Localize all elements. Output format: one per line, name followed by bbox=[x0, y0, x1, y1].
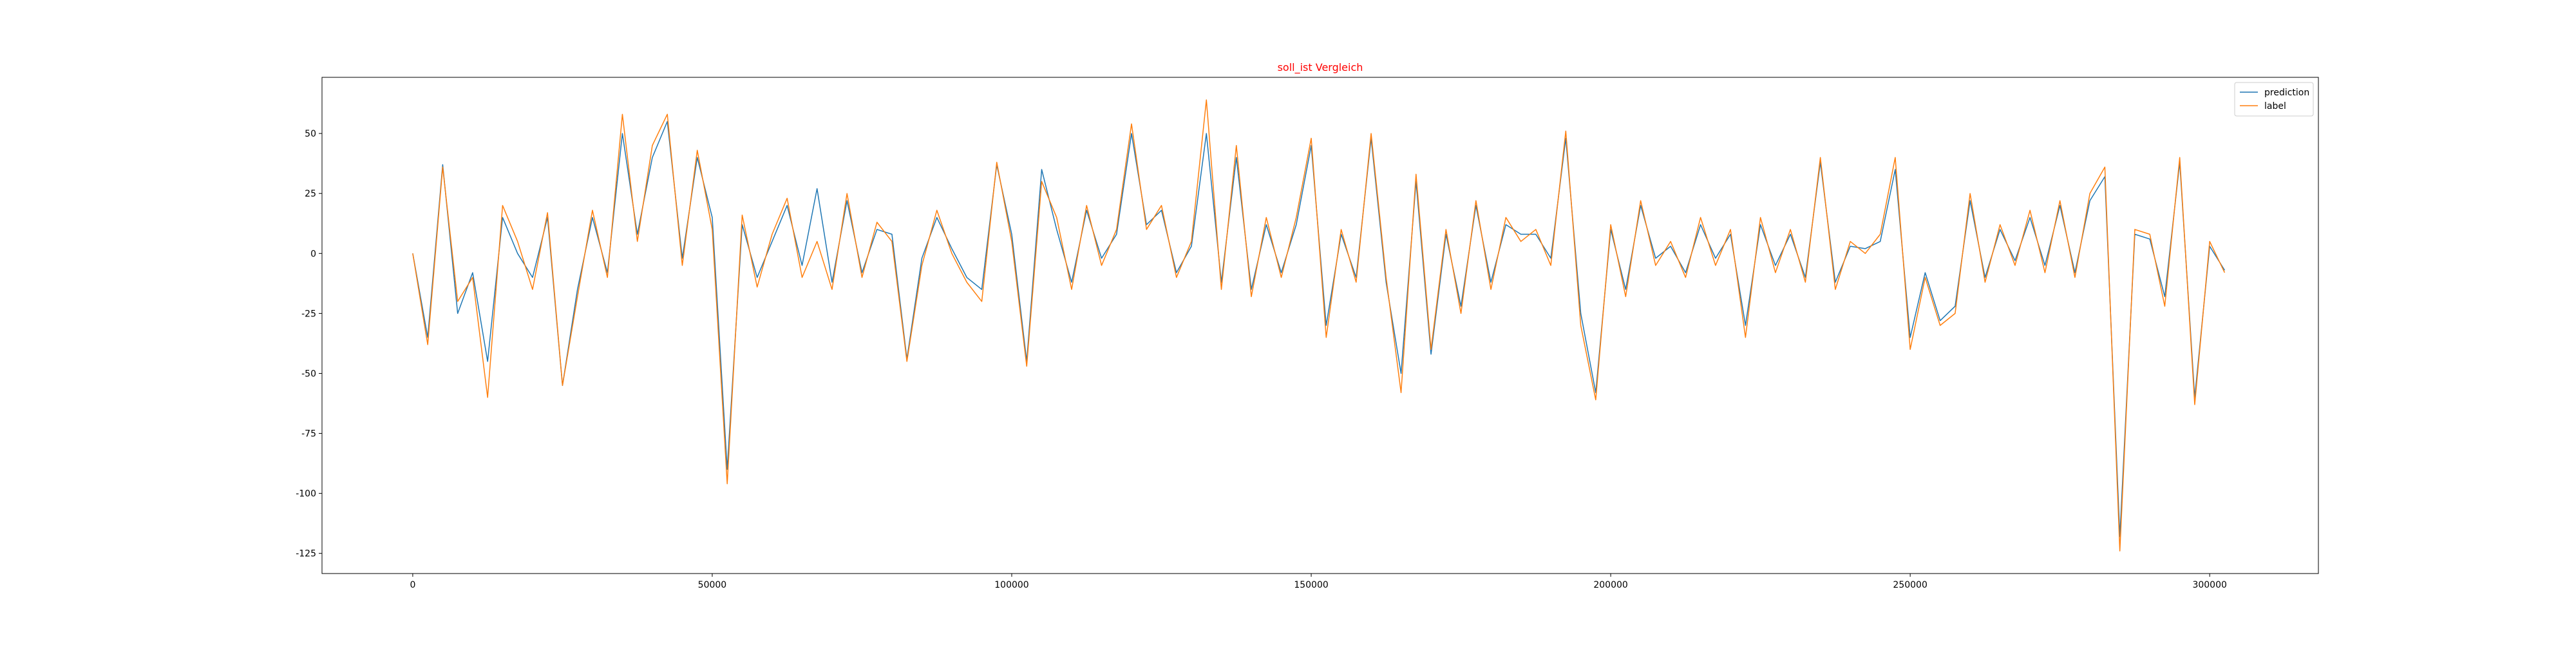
legend-box bbox=[2234, 82, 2314, 117]
x-tick-label: 300000 bbox=[2192, 580, 2226, 590]
y-tick-label: 25 bbox=[305, 189, 316, 199]
x-tick-label: 0 bbox=[410, 580, 415, 590]
y-tick-label: -100 bbox=[296, 489, 316, 499]
plot-frame bbox=[321, 77, 2319, 574]
y-tick-label: 0 bbox=[310, 249, 316, 259]
x-tick-label: 50000 bbox=[698, 580, 727, 590]
legend-label: label bbox=[2264, 101, 2286, 111]
y-tick-label: -50 bbox=[301, 369, 316, 379]
y-tick-label: -25 bbox=[301, 309, 316, 319]
legend-label: prediction bbox=[2264, 88, 2309, 98]
x-tick-label: 250000 bbox=[1893, 580, 1927, 590]
y-tick-label: -125 bbox=[296, 549, 316, 559]
chart-title: soll_ist Vergleich bbox=[1278, 61, 1363, 74]
x-tick-label: 200000 bbox=[1593, 580, 1627, 590]
y-tick-label: 50 bbox=[305, 129, 316, 139]
y-tick-label: -75 bbox=[301, 429, 316, 439]
x-tick-label: 100000 bbox=[994, 580, 1028, 590]
line-series bbox=[412, 99, 2226, 552]
x-tick-label: 150000 bbox=[1294, 580, 1328, 590]
